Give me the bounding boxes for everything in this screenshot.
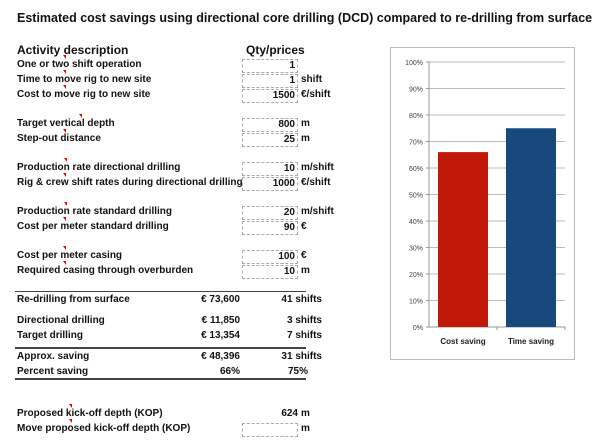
comment-marker [64, 158, 67, 162]
kop-value: 624 [281, 408, 298, 419]
input-unit: € [301, 250, 307, 261]
summary-shifts: 7 shifts [286, 330, 322, 341]
input-field[interactable]: 100 [242, 250, 298, 264]
y-tick-label: 30% [409, 246, 423, 253]
summary-label: Re-drilling from surface [17, 294, 130, 305]
activity-header: Activity description [17, 43, 129, 57]
qty-header: Qty/prices [246, 43, 305, 57]
summary-cost: € 11,850 [201, 315, 240, 326]
summary-shifts: 31 shifts [281, 351, 322, 362]
summary-shifts: 75% [288, 366, 309, 377]
input-unit: m/shift [301, 206, 334, 217]
summary-label: Target drilling [17, 330, 83, 341]
input-field[interactable]: 20 [242, 206, 298, 220]
input-unit: shift [301, 74, 323, 85]
summary-shifts: 41 shifts [281, 294, 322, 305]
y-tick-label: 20% [409, 272, 423, 279]
y-tick-label: 40% [409, 219, 423, 226]
input-unit: m [301, 133, 310, 144]
input-label: Production rate directional drilling [17, 162, 181, 173]
comment-marker [64, 202, 67, 206]
summary-cost: € 13,354 [201, 330, 240, 341]
input-unit: m [301, 118, 310, 129]
input-field[interactable]: 1500 [242, 89, 298, 103]
y-tick-label: 50% [409, 193, 423, 200]
input-label: Target vertical depth [17, 118, 115, 129]
x-tick-label: Time saving [508, 337, 554, 346]
input-label: One or two shift operation [17, 59, 142, 70]
comment-marker [69, 404, 72, 408]
input-label: Rig & crew shift rates during directiona… [17, 177, 243, 188]
input-unit: €/shift [301, 89, 331, 100]
chart-svg: 0% 10% 20% 30% 40% 50% 60% 70% 80% 90% 100% Cost sa… [405, 60, 566, 346]
input-label: Cost per meter casing [17, 250, 123, 261]
summary-cost: € 48,396 [201, 351, 240, 362]
comment-marker [63, 129, 66, 133]
move-kop-input[interactable] [242, 423, 298, 437]
input-field[interactable]: 1 [242, 74, 298, 88]
input-field[interactable]: 1 [242, 59, 298, 73]
input-label: Production rate standard drilling [17, 206, 173, 217]
x-tick-label: Cost saving [440, 337, 485, 346]
input-unit: € [301, 221, 307, 232]
page-title: Estimated cost savings using directional… [17, 11, 593, 25]
summary-label: Approx. saving [17, 351, 90, 362]
kop-label: Proposed kick-off depth (KOP) [17, 408, 163, 419]
comment-marker [63, 173, 66, 177]
input-field[interactable]: 1000 [242, 177, 298, 191]
bar-cost-saving [438, 152, 488, 327]
input-unit: m/shift [301, 162, 334, 173]
summary-shifts: 3 shifts [286, 315, 322, 326]
input-label: Step-out distance [17, 133, 101, 144]
comment-marker [69, 419, 72, 423]
bar-time-saving [506, 128, 556, 327]
comment-marker [63, 70, 66, 74]
move-kop-label: Move proposed kick-off depth (KOP) [17, 423, 191, 434]
comment-marker [79, 114, 82, 118]
input-field[interactable]: 10 [242, 162, 298, 176]
summary-label: Directional drilling [17, 315, 105, 326]
y-tick-label: 80% [409, 113, 423, 120]
input-label: Cost to move rig to new site [17, 89, 151, 100]
kop-unit: m [301, 408, 310, 419]
input-field[interactable]: 10 [242, 265, 298, 279]
comment-marker [63, 55, 66, 59]
input-unit: €/shift [301, 177, 331, 188]
y-tick-label: 90% [409, 87, 423, 94]
savings-chart: 0% 10% 20% 30% 40% 50% 60% 70% 80% 90% 100% Cost sa… [390, 47, 575, 360]
y-tick-label: 70% [409, 140, 423, 147]
y-tick-label: 0% [413, 325, 423, 332]
y-tick-label: 10% [409, 299, 423, 306]
input-unit: m [301, 265, 310, 276]
comment-marker [63, 246, 66, 250]
input-label: Time to move rig to new site [17, 74, 152, 85]
move-kop-unit: m [301, 423, 310, 434]
input-field[interactable]: 800 [242, 118, 298, 132]
summary-cost: 66% [219, 366, 240, 377]
input-field[interactable]: 25 [242, 133, 298, 147]
summary-label: Percent saving [17, 366, 89, 377]
summary-cost: € 73,600 [201, 294, 240, 305]
input-label: Cost per meter standard drilling [17, 221, 169, 232]
input-field[interactable]: 90 [242, 221, 298, 235]
comment-marker [63, 217, 66, 221]
comment-marker [63, 85, 66, 89]
comment-marker [63, 261, 66, 265]
y-tick-label: 60% [409, 166, 423, 173]
input-label: Required casing through overburden [17, 265, 194, 276]
y-tick-label: 100% [405, 60, 423, 67]
